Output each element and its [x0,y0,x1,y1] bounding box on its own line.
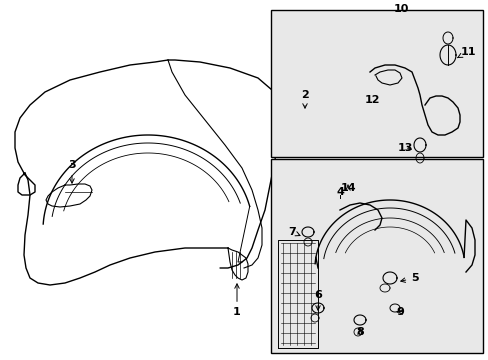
Text: 2: 2 [301,90,308,108]
Text: 13: 13 [397,143,412,153]
Text: 11: 11 [456,47,475,58]
Text: 4: 4 [335,187,343,197]
Bar [270,159,482,353]
Text: 10: 10 [392,4,408,14]
Text: 5: 5 [400,273,418,283]
Bar [270,10,482,157]
Text: 3: 3 [68,160,76,183]
Text: 14: 14 [340,183,355,193]
Text: 1: 1 [233,284,241,317]
Text: 9: 9 [395,307,403,317]
Text: 7: 7 [287,227,300,237]
Text: 6: 6 [313,290,321,310]
Text: 8: 8 [355,327,363,337]
Text: 12: 12 [364,95,379,105]
